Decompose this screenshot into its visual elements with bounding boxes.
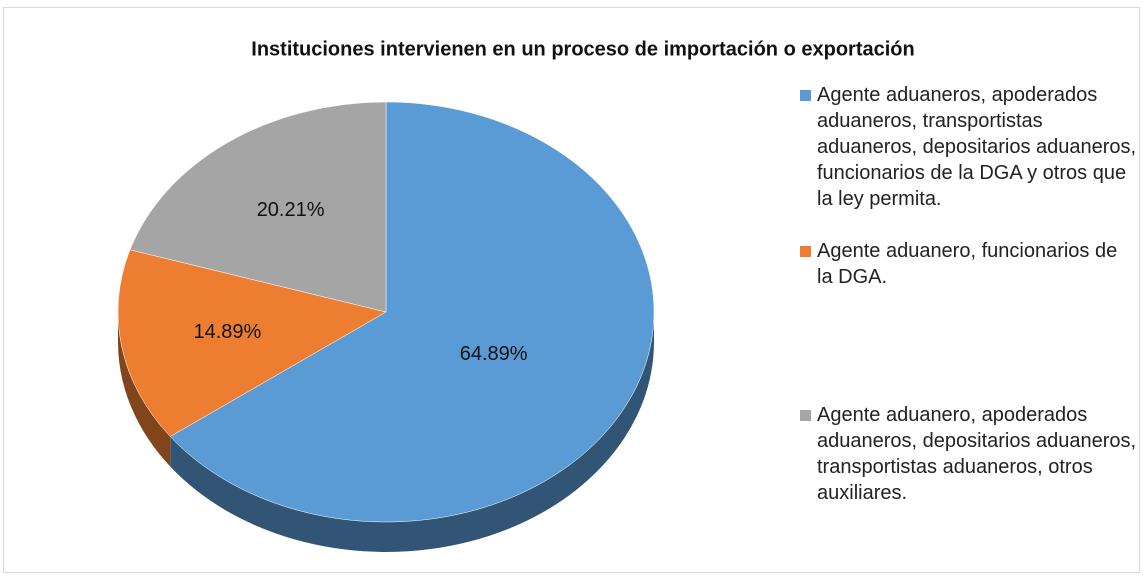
data-label: 14.89% xyxy=(194,321,262,343)
legend-swatch xyxy=(800,90,811,101)
data-label: 20.21% xyxy=(257,199,325,221)
legend-swatch xyxy=(800,246,811,257)
legend-label: Agente aduanero, funcionarios de la DGA. xyxy=(817,240,1118,288)
chart-title: Instituciones intervienen en un proceso … xyxy=(251,38,914,60)
legend-entry: Agente aduaneros, apoderados aduaneros, … xyxy=(798,82,1138,212)
legend-entry: Agente aduanero, funcionarios de la DGA. xyxy=(798,238,1138,290)
data-label: 64.89% xyxy=(460,343,528,365)
pie-side xyxy=(118,312,171,467)
legend-entry: Agente aduanero, apoderados aduaneros, d… xyxy=(798,402,1138,506)
pie-slice xyxy=(129,101,387,313)
legend-label: Agente aduaneros, apoderados aduaneros, … xyxy=(817,84,1137,210)
legend-swatch xyxy=(800,410,811,421)
legend-label: Agente aduanero, apoderados aduaneros, d… xyxy=(817,404,1137,504)
pie-slice xyxy=(117,249,387,437)
pie-side xyxy=(170,312,655,553)
pie-slice xyxy=(169,101,655,523)
